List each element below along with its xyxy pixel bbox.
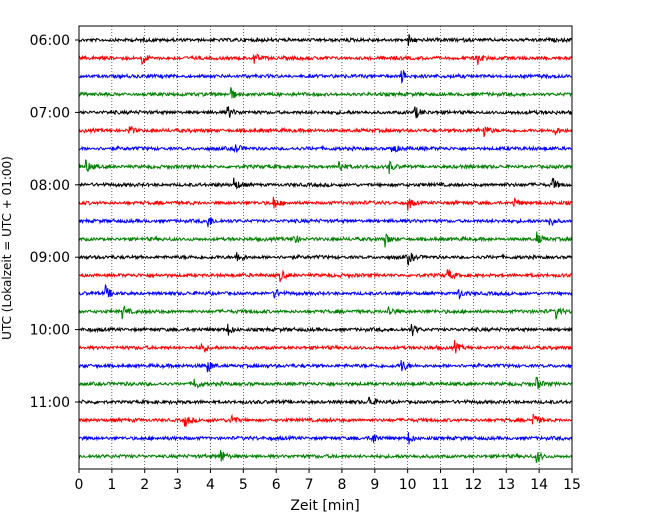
vertical-grid: [111, 26, 540, 469]
x-tick-label: 1: [107, 477, 116, 493]
x-tick-label: 9: [370, 477, 379, 493]
y-axis-label: UTC (Lokalzeit = UTC + 01:00): [0, 156, 14, 340]
trace-1045: [78, 376, 572, 390]
x-axis-label: Zeit [min]: [290, 498, 359, 514]
trace-1130: [78, 432, 573, 445]
trace-1000: [78, 323, 573, 337]
trace-0915: [78, 269, 572, 283]
seismic-traces: [78, 34, 573, 464]
trace-1015: [78, 339, 572, 354]
trace-0630: [78, 69, 572, 85]
x-tick-label: 5: [239, 477, 248, 493]
x-tick-label: 12: [464, 477, 482, 493]
x-tick-label: 7: [305, 477, 314, 493]
y-tick-label: 07:00: [30, 105, 70, 121]
plot-frame: [78, 25, 573, 470]
x-tick-label: 13: [497, 477, 515, 493]
trace-1145: [78, 450, 573, 464]
x-tick-label: 2: [140, 477, 149, 493]
x-tick-label: 8: [337, 477, 346, 493]
trace-1100: [78, 396, 572, 406]
y-tick-label: 08:00: [30, 178, 70, 194]
trace-0845: [78, 231, 573, 248]
trace-0645: [78, 87, 572, 99]
x-tick-label: 10: [399, 477, 417, 493]
trace-0830: [78, 216, 572, 228]
trace-1030: [78, 360, 572, 373]
x-tick-label: 0: [75, 477, 84, 493]
x-tick-label: 15: [563, 477, 581, 493]
x-axis-ticks: 0 1 2 3 4 5 6 7 8 9 10 11 12 13 14 15: [75, 469, 581, 493]
x-tick-label: 14: [530, 477, 548, 493]
y-tick-label: 11:00: [30, 395, 70, 411]
trace-0800: [78, 177, 572, 190]
y-tick-label: 06:00: [30, 33, 70, 49]
x-tick-label: 11: [432, 477, 450, 493]
y-tick-label: 10:00: [30, 323, 70, 339]
y-axis-ticks: 06:00 07:00 08:00 09:00 10:00 11:00: [30, 33, 79, 411]
trace-0615: [78, 53, 573, 66]
y-tick-label: 09:00: [30, 250, 70, 266]
trace-0715: [78, 126, 573, 138]
trace-0600: [78, 34, 573, 46]
trace-0745: [78, 159, 572, 175]
trace-0815: [78, 196, 572, 211]
trace-0730: [78, 144, 572, 154]
trace-0945: [78, 304, 572, 320]
trace-1115: [78, 413, 572, 427]
trace-0700: [78, 106, 573, 119]
x-tick-label: 4: [206, 477, 215, 493]
trace-0900: [78, 252, 573, 266]
trace-0930: [78, 283, 573, 301]
x-tick-label: 6: [272, 477, 281, 493]
x-tick-label: 3: [173, 477, 182, 493]
